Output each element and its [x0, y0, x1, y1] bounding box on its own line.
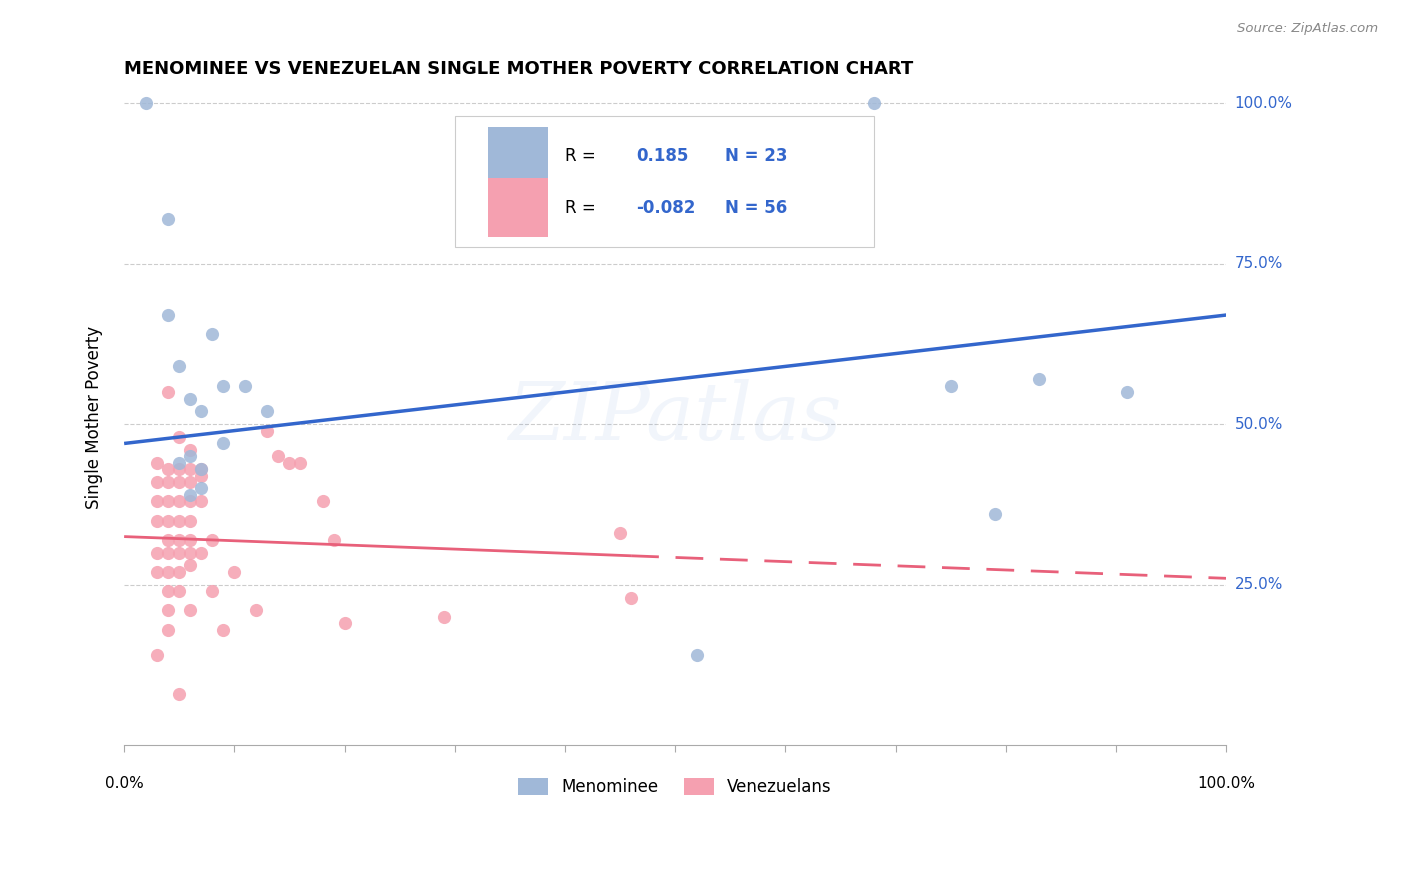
Point: [167, 565, 190, 579]
Text: N = 23: N = 23: [724, 147, 787, 165]
Point: [245, 603, 267, 617]
Point: [167, 475, 190, 489]
Point: [190, 468, 212, 483]
Point: [190, 404, 212, 418]
Point: [179, 603, 201, 617]
Text: 25.0%: 25.0%: [1234, 577, 1282, 592]
Point: [235, 378, 257, 392]
Point: [224, 565, 246, 579]
Point: [433, 610, 456, 624]
Text: 100.0%: 100.0%: [1234, 95, 1292, 111]
Point: [179, 442, 201, 457]
Point: [157, 565, 180, 579]
Text: MENOMINEE VS VENEZUELAN SINGLE MOTHER POVERTY CORRELATION CHART: MENOMINEE VS VENEZUELAN SINGLE MOTHER PO…: [124, 60, 914, 78]
Point: [267, 450, 290, 464]
Point: [167, 584, 190, 599]
Text: ZIPatlas: ZIPatlas: [509, 379, 842, 457]
Point: [157, 623, 180, 637]
Point: [146, 475, 169, 489]
FancyBboxPatch shape: [454, 117, 873, 247]
Point: [179, 494, 201, 508]
Point: [179, 450, 201, 464]
Point: [157, 584, 180, 599]
Text: 50.0%: 50.0%: [1234, 417, 1282, 432]
Point: [190, 482, 212, 496]
Point: [179, 488, 201, 502]
Text: -0.082: -0.082: [637, 199, 696, 217]
Point: [201, 584, 224, 599]
Point: [157, 603, 180, 617]
Point: [157, 546, 180, 560]
Point: [157, 385, 180, 400]
Point: [212, 623, 235, 637]
Point: [179, 462, 201, 476]
Point: [179, 533, 201, 547]
Point: [167, 359, 190, 374]
Point: [146, 494, 169, 508]
Point: [179, 514, 201, 528]
Point: [201, 533, 224, 547]
Point: [290, 456, 312, 470]
Point: [333, 616, 356, 631]
Text: 100.0%: 100.0%: [1198, 776, 1256, 791]
Point: [190, 462, 212, 476]
Point: [167, 494, 190, 508]
Text: R =: R =: [565, 199, 596, 217]
Point: [1116, 385, 1139, 400]
Point: [146, 546, 169, 560]
Point: [146, 565, 169, 579]
Text: Source: ZipAtlas.com: Source: ZipAtlas.com: [1237, 22, 1378, 36]
Point: [146, 648, 169, 663]
Point: [278, 456, 301, 470]
Point: [179, 392, 201, 406]
Point: [256, 404, 278, 418]
Point: [620, 591, 643, 605]
Point: [201, 327, 224, 342]
Point: [311, 494, 333, 508]
Point: [157, 514, 180, 528]
Point: [157, 308, 180, 322]
Point: [212, 378, 235, 392]
Point: [167, 462, 190, 476]
Point: [190, 494, 212, 508]
FancyBboxPatch shape: [488, 127, 548, 186]
Point: [146, 456, 169, 470]
Point: [157, 462, 180, 476]
Point: [157, 475, 180, 489]
Point: [643, 218, 665, 232]
Point: [167, 514, 190, 528]
Point: [179, 475, 201, 489]
Point: [167, 456, 190, 470]
Text: 0.0%: 0.0%: [105, 776, 143, 791]
Point: [179, 546, 201, 560]
Point: [167, 546, 190, 560]
Point: [609, 526, 631, 541]
Point: [157, 533, 180, 547]
Point: [1028, 372, 1050, 386]
Point: [167, 687, 190, 701]
Point: [179, 558, 201, 573]
Y-axis label: Single Mother Poverty: Single Mother Poverty: [86, 326, 103, 509]
FancyBboxPatch shape: [488, 178, 548, 237]
Point: [167, 533, 190, 547]
Point: [135, 96, 157, 111]
Text: R =: R =: [565, 147, 596, 165]
Point: [157, 211, 180, 226]
Point: [939, 378, 962, 392]
Point: [190, 546, 212, 560]
Point: [190, 462, 212, 476]
Text: 0.185: 0.185: [637, 147, 689, 165]
Point: [157, 494, 180, 508]
Point: [212, 436, 235, 450]
Point: [322, 533, 344, 547]
Text: N = 56: N = 56: [724, 199, 787, 217]
Text: 75.0%: 75.0%: [1234, 256, 1282, 271]
Legend: Menominee, Venezuelans: Menominee, Venezuelans: [512, 771, 838, 803]
Point: [146, 514, 169, 528]
Point: [686, 648, 709, 663]
Point: [984, 507, 1007, 521]
Point: [862, 96, 884, 111]
Point: [256, 424, 278, 438]
Point: [167, 430, 190, 444]
